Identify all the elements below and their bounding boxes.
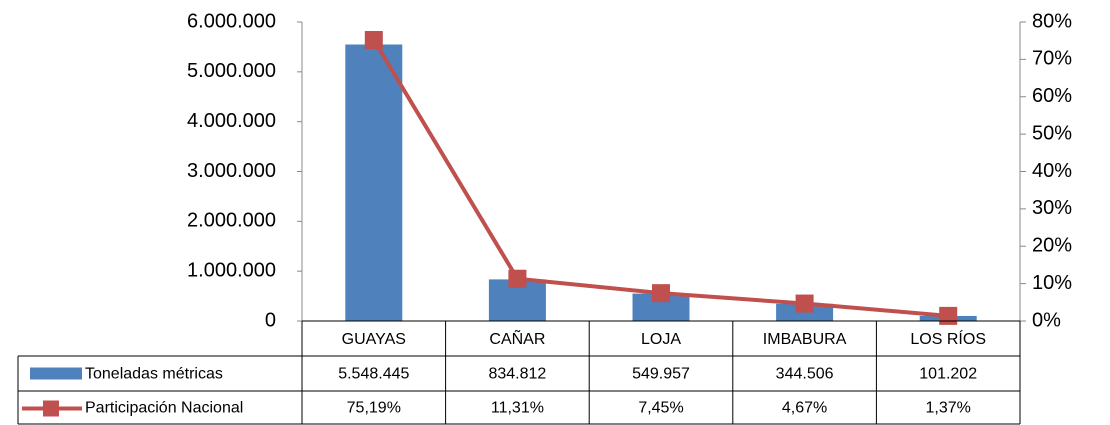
marker	[652, 284, 670, 303]
legend-key	[43, 400, 59, 417]
y-tick-label: 3.000.000	[187, 160, 276, 182]
table-cell: 834.812	[488, 366, 546, 383]
bar	[345, 44, 403, 321]
marker	[508, 269, 527, 288]
x-tick-label: CAÑAR	[489, 328, 545, 348]
table-cell: 1,37%	[926, 400, 971, 417]
y-tick-label: 6.000.000	[187, 10, 276, 32]
y2-tick-label: 50%	[1032, 122, 1072, 144]
y-tick-label: 5.000.000	[187, 60, 276, 82]
y2-tick-label: 20%	[1032, 235, 1072, 257]
marker	[939, 306, 958, 325]
marker	[364, 30, 383, 49]
table-cell: 75,19%	[347, 400, 401, 417]
line	[372, 38, 949, 318]
x-tick-label: IMBABURA	[763, 331, 847, 348]
legend-label: Participación Nacional	[85, 400, 243, 417]
x-tick-label: LOS RÍOS	[910, 329, 986, 348]
y2-tick-label: 30%	[1032, 197, 1072, 219]
y2-tick-label: 40%	[1032, 160, 1072, 182]
table-cell: 5.548.445	[338, 366, 409, 383]
legend-label: Toneladas métricas	[85, 366, 223, 383]
y-tick-label: 2.000.000	[187, 210, 276, 232]
table-cell: 7,45%	[638, 400, 683, 417]
y-tick-label: 1.000.000	[187, 259, 276, 281]
y2-tick-label: 60%	[1032, 85, 1072, 107]
y2-tick-label: 70%	[1032, 48, 1072, 70]
x-tick-label: LOJA	[641, 331, 681, 348]
table-cell: 344.506	[776, 366, 834, 383]
y2-tick-label: 0%	[1032, 309, 1061, 331]
y2-tick-label: 80%	[1032, 10, 1072, 32]
y-tick-label: 4.000.000	[187, 110, 276, 132]
y-tick-label: 0	[265, 309, 276, 331]
y2-tick-label: 10%	[1032, 272, 1072, 294]
table-cell: 549.957	[632, 366, 690, 383]
table-cell: 101.202	[919, 366, 977, 383]
x-tick-label: GUAYAS	[342, 331, 406, 348]
legend-key	[30, 367, 82, 380]
table-cell: 4,67%	[782, 400, 827, 417]
table-cell: 11,31%	[491, 400, 544, 417]
marker	[795, 294, 814, 313]
